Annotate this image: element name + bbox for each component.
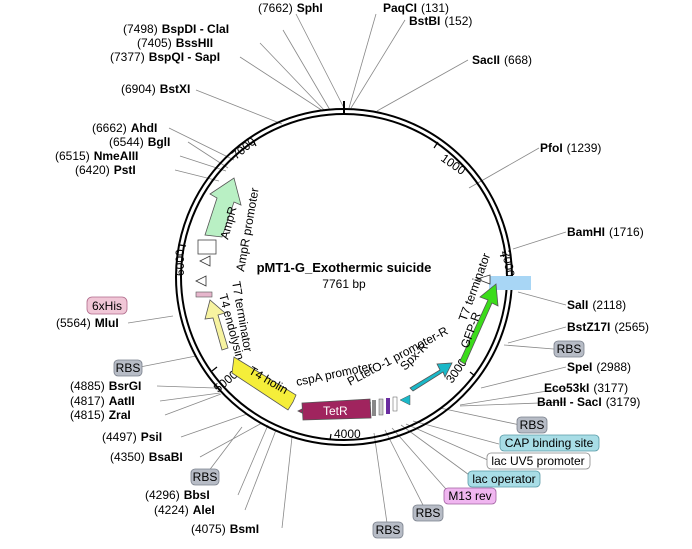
feature-box-rbs: RBS	[412, 504, 444, 522]
svg-text:6xHis: 6xHis	[92, 299, 122, 313]
tick-label-2000: 2000	[499, 249, 517, 278]
svg-text:RBS: RBS	[116, 361, 141, 375]
plasmid-name: pMT1-G_Exothermic suicide	[257, 260, 432, 275]
site-label: (4815) ZraI	[70, 408, 131, 422]
feature-box-cap-binding-site: CAP binding site	[499, 434, 600, 452]
tick-label-1000: 1000	[438, 151, 468, 178]
site-label: PaqCI (131)	[383, 1, 449, 15]
tetr-label: TetR	[323, 404, 348, 418]
site-label: (4885) BsrGI	[70, 379, 141, 393]
site-label: BanII - SacI (3179)	[537, 395, 640, 409]
rbs-marker-1	[372, 400, 376, 416]
pltet-marker	[392, 396, 398, 412]
site-label: (7662) SphI	[258, 1, 323, 15]
gfp-r-arrow	[459, 283, 499, 365]
site-label: (6904) BstXI	[121, 82, 190, 96]
site-label: (4497) PsiI	[102, 430, 162, 444]
spx-r-arrow	[409, 362, 453, 392]
svg-text:lac UV5 promoter: lac UV5 promoter	[491, 454, 584, 468]
ampr-promoter-arrow-icon	[199, 255, 211, 267]
svg-text:RBS: RBS	[193, 470, 218, 484]
site-label: (4075) BsmI	[191, 522, 259, 536]
site-label: Eco53kI (3177)	[544, 381, 628, 395]
leader-lines	[127, 13, 567, 531]
tick-label-6000: 6000	[173, 249, 187, 276]
spx-small-arrow	[399, 394, 411, 406]
rbs-marker-2	[378, 398, 384, 416]
site-label: SalI (2118)	[567, 298, 626, 312]
feature-box-rbs: RBS	[113, 359, 143, 377]
svg-text:RBS: RBS	[520, 418, 545, 432]
svg-text:CAP binding site: CAP binding site	[505, 436, 594, 450]
site-label: (4224) AleI	[154, 503, 215, 517]
feature-box-rbs: RBS	[372, 521, 404, 539]
svg-text:lac operator: lac operator	[472, 472, 535, 486]
site-label: (4296) BbsI	[145, 488, 210, 502]
sali-highlight	[489, 276, 531, 290]
feature-box-lac-operator: lac operator	[467, 470, 541, 488]
tick-marks	[179, 139, 507, 441]
6xhis-marker	[195, 291, 213, 298]
svg-text:RBS: RBS	[416, 506, 441, 520]
site-label: (5564) MluI	[56, 316, 119, 330]
site-label: (6662) AhdI	[92, 121, 157, 135]
site-label: BstZ17I (2565)	[567, 320, 649, 334]
ampr-promoter-box	[197, 239, 217, 255]
feature-box-rbs: RBS	[516, 416, 548, 434]
svg-text:RBS: RBS	[557, 342, 582, 356]
site-label: (4817) AatII	[70, 394, 135, 408]
t4-holin-arrow	[231, 356, 297, 411]
feature-box-6xhis: 6xHis	[86, 296, 128, 315]
feature-box-rbs: RBS	[190, 468, 220, 486]
plasmid-length: 7761 bp	[322, 277, 366, 291]
site-label: BamHI (1716)	[567, 225, 644, 239]
site-label: (6515) NmeAIII	[55, 149, 138, 163]
tick-label-4000: 4000	[334, 427, 361, 441]
tetr-arrow	[301, 398, 372, 421]
site-label: (7498) BspDI - ClaI	[123, 22, 229, 36]
lac-operator-marker	[386, 398, 390, 414]
t4-endolysin-arrow	[204, 299, 229, 351]
site-label: SpeI (2988)	[567, 360, 631, 374]
site-label: (7405) BssHII	[137, 36, 213, 50]
tick-label-7000: 7000	[229, 134, 259, 162]
pltet-promoter-label: PLtetO-1 promoter-R	[345, 324, 451, 389]
site-label: SacII (668)	[472, 53, 532, 67]
svg-text:M13 rev: M13 rev	[448, 489, 491, 503]
site-label: (4350) BsaBI	[110, 450, 183, 464]
feature-box-m13-rev: M13 rev	[443, 487, 497, 505]
ampr-arrow	[204, 177, 242, 238]
feature-box-rbs: RBS	[553, 340, 585, 358]
site-label: BstBI (152)	[409, 14, 472, 28]
site-label: (6420) PstI	[75, 163, 136, 177]
site-label: PfoI (1239)	[540, 141, 601, 155]
feature-box-lac-uv5-promoter: lac UV5 promoter	[486, 452, 591, 470]
svg-text:RBS: RBS	[376, 523, 401, 537]
site-label: (7377) BspQI - SapI	[110, 50, 220, 64]
site-label: (6544) BglI	[109, 135, 170, 149]
t7-terminator-right-icon	[475, 274, 491, 285]
t7-terminator-left-icon	[195, 275, 207, 287]
